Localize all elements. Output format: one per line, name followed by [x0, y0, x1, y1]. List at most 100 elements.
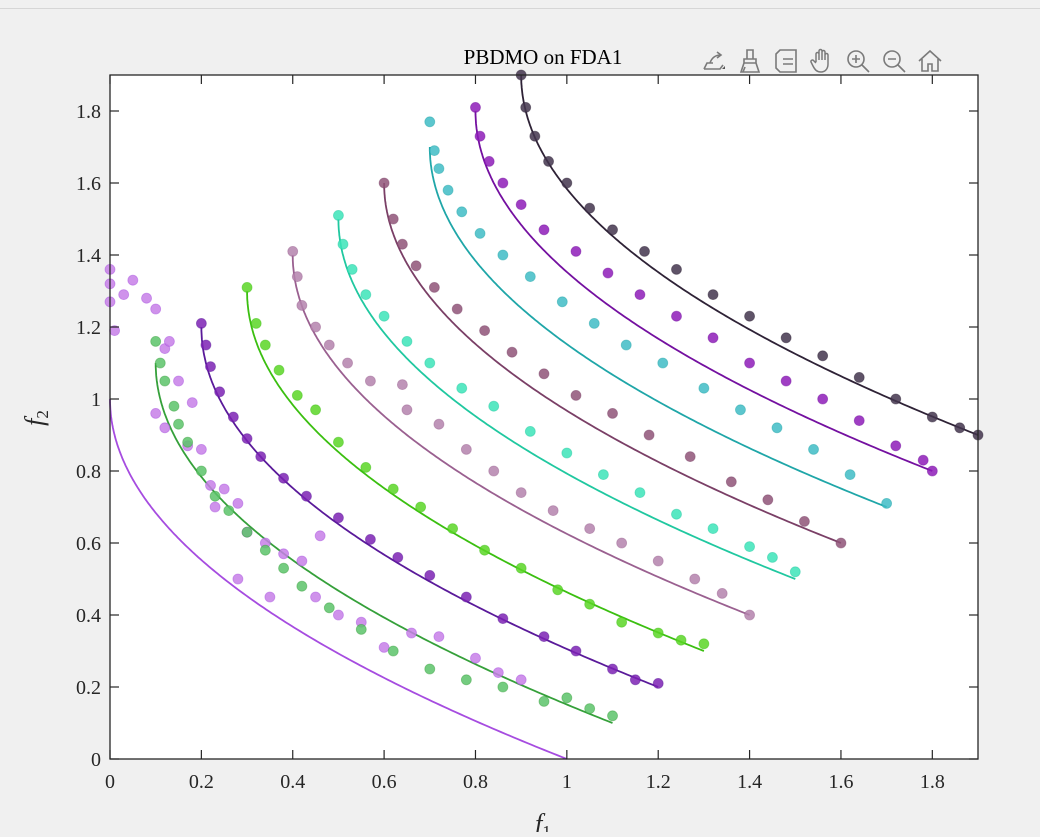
y-axis-label: f2 — [20, 410, 52, 426]
front-curve-2 — [200, 327, 659, 688]
x-tick-label: 1.4 — [737, 771, 762, 793]
series-1-point — [195, 465, 207, 477]
series-0-point — [163, 335, 175, 347]
series-6-point — [835, 537, 847, 549]
zoom-out-button[interactable] — [878, 45, 910, 77]
x-tick-label: 1.2 — [646, 771, 671, 793]
series-9-point — [954, 422, 966, 434]
front-curve-3 — [246, 291, 705, 652]
series-2-point — [333, 512, 344, 524]
series-3-point — [447, 523, 459, 534]
series-8-point — [474, 130, 486, 142]
series-5-point — [424, 357, 436, 369]
series-1-point — [296, 580, 308, 592]
series-9-point — [926, 411, 938, 423]
series-4-point — [291, 271, 303, 283]
series-2-point — [629, 674, 641, 686]
series-8-point — [483, 155, 495, 167]
series-3-point — [698, 638, 710, 650]
series-8-point — [707, 332, 719, 344]
series-6-point — [396, 238, 408, 250]
series-2-point — [227, 411, 239, 423]
home-icon — [918, 49, 942, 72]
y-tick-label: 1 — [91, 389, 101, 411]
series-5-point — [707, 523, 719, 534]
series-1-point — [173, 418, 184, 430]
series-2-point — [607, 663, 618, 675]
brush-button[interactable] — [734, 45, 766, 77]
series-1-point — [497, 681, 509, 693]
series-3-point — [415, 501, 427, 513]
series-3-point — [250, 317, 262, 329]
series-6-point — [428, 281, 440, 293]
series-5-point — [524, 425, 536, 437]
series-0-point — [492, 667, 504, 678]
series-1-point — [182, 436, 194, 448]
y-tick-label: 0.2 — [76, 677, 101, 699]
legend-button[interactable] — [770, 45, 802, 77]
series-1-point — [154, 357, 166, 369]
series-3-point — [333, 436, 344, 448]
pan-button[interactable] — [806, 45, 838, 77]
home-button[interactable] — [914, 45, 946, 77]
zoom-in-button[interactable] — [842, 45, 874, 77]
series-8-point — [890, 440, 902, 452]
series-0-point — [141, 292, 152, 304]
series-7-point — [433, 163, 445, 175]
series-0-point — [218, 483, 230, 495]
series-2-point — [195, 317, 207, 329]
series-7-point — [524, 271, 536, 283]
series-7-point — [588, 317, 600, 329]
x-tick-label: 1.6 — [828, 771, 853, 793]
series-3-point — [584, 598, 596, 610]
series-5-point — [360, 289, 372, 301]
series-4-point — [616, 537, 628, 549]
series-2-point — [301, 490, 312, 502]
series-5-point — [744, 541, 755, 552]
series-5-point — [671, 508, 682, 520]
series-1-point — [561, 692, 573, 704]
series-4-point — [433, 418, 445, 430]
x-tick-label: 0 — [105, 771, 115, 793]
chart-title: PBDMO on FDA1 — [464, 45, 623, 69]
zoom-in-icon — [847, 50, 870, 73]
series-0-point — [232, 573, 244, 585]
series-4-point — [652, 555, 664, 567]
series-5-point — [456, 382, 468, 394]
series-5-point — [597, 469, 609, 481]
export-icon — [703, 51, 725, 70]
y-axis-label-f: f — [20, 415, 49, 426]
series-0-point — [159, 422, 171, 434]
series-0-point — [314, 530, 326, 542]
series-0-point — [378, 642, 390, 653]
series-8-point — [780, 375, 792, 387]
chart: 0 0.2 0.4 0.6 0.8 1 1.2 1.4 1.6 1.8 0 0.2 0.4 0.6 0.8 1… — [20, 45, 984, 837]
series-8-point — [926, 465, 938, 477]
series-0-point — [333, 609, 344, 621]
series-1-point — [168, 400, 180, 412]
series-7-point — [497, 249, 509, 261]
pan-hand-icon — [810, 48, 829, 73]
series-9-point — [890, 393, 902, 405]
series-8-point — [917, 454, 929, 466]
export-button[interactable] — [698, 45, 730, 77]
series-3-point — [241, 281, 253, 293]
front-curve-0 — [109, 399, 568, 760]
series-3-point — [310, 404, 321, 416]
series-2-point — [460, 591, 472, 603]
series-7-point — [424, 116, 436, 128]
window-top-bar — [0, 0, 1040, 9]
series-9-point — [520, 102, 532, 113]
series-8-point — [744, 357, 755, 369]
series-4-point — [515, 487, 527, 499]
series-7-point — [474, 227, 486, 239]
series-3-point — [675, 634, 687, 646]
series-0-point — [515, 674, 527, 686]
series-9-point — [707, 289, 719, 301]
series-3-point — [291, 389, 303, 401]
series-8-point — [497, 177, 509, 189]
series-1-point — [607, 710, 618, 722]
series-3-point — [515, 562, 527, 574]
series-7-point — [657, 357, 669, 369]
brush-icon — [739, 49, 761, 73]
